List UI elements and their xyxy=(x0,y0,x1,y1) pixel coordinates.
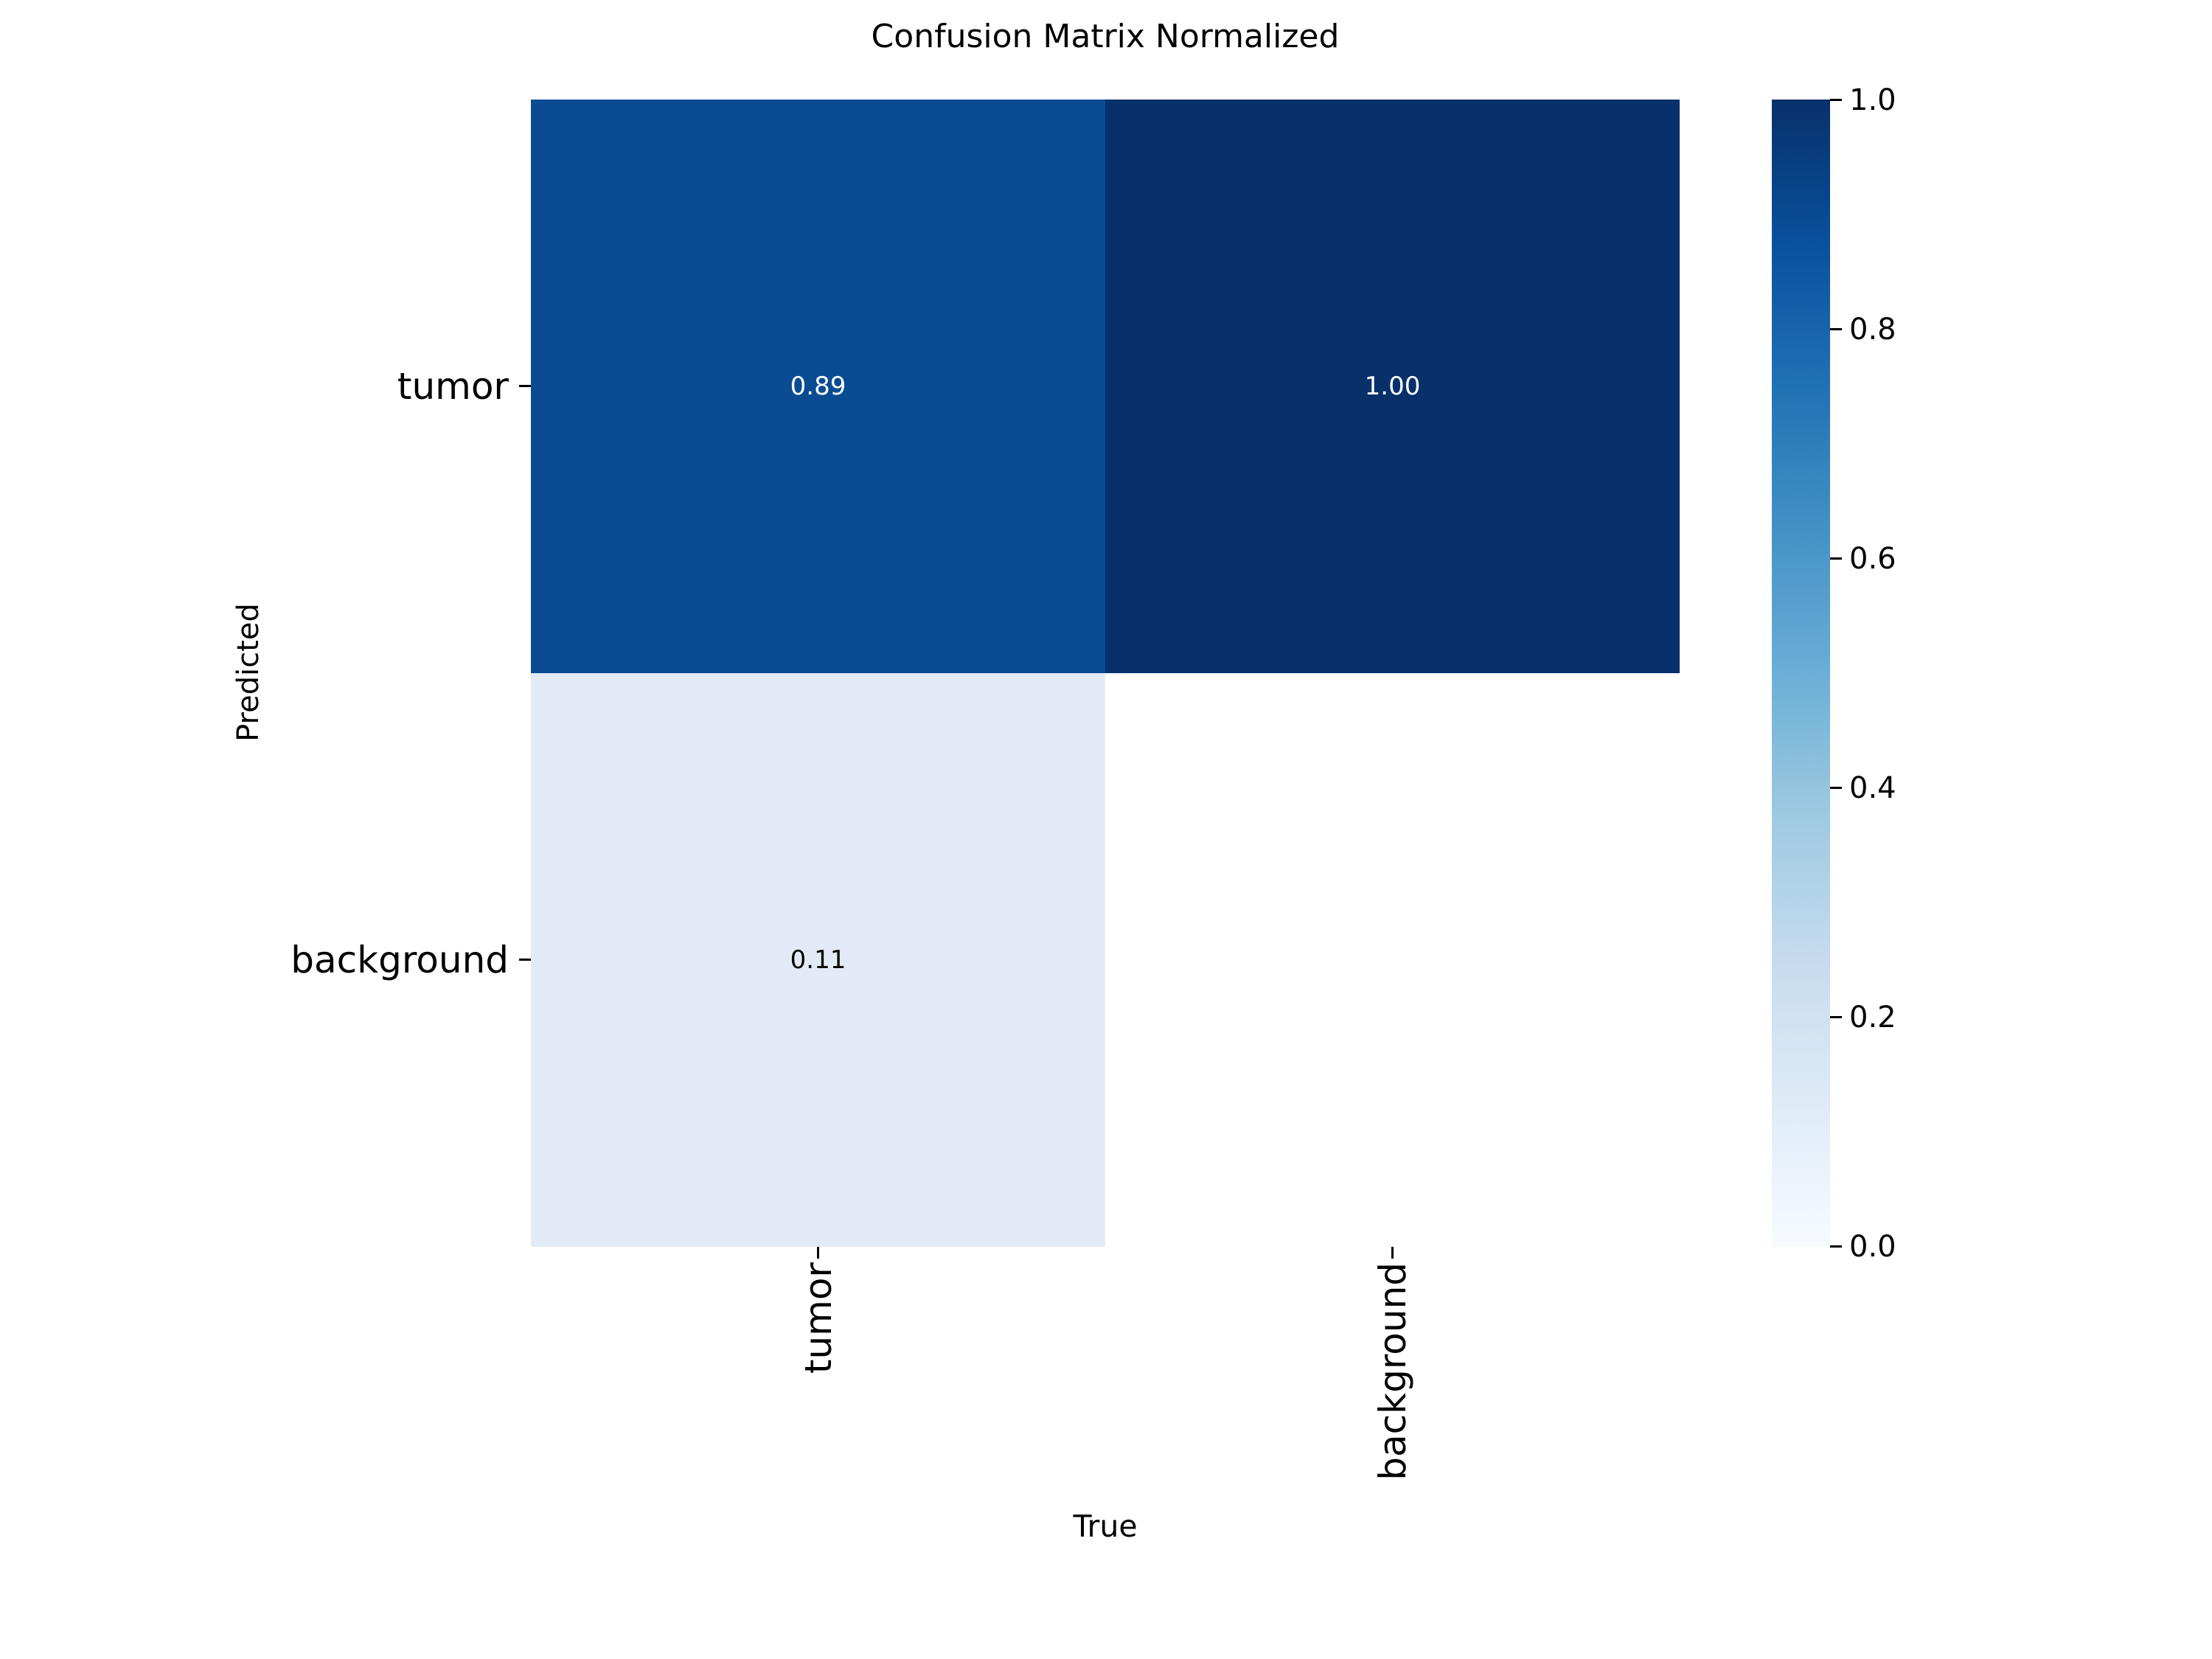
x-axis-label: True xyxy=(1073,1509,1138,1544)
x-tick-label-tumor: tumor xyxy=(797,1262,840,1374)
colorbar-tick-label: 0.8 xyxy=(1849,313,1896,347)
colorbar xyxy=(1772,100,1830,1247)
colorbar-tick-mark xyxy=(1830,328,1842,330)
colorbar-tick-mark xyxy=(1830,99,1842,101)
x-tick-mark-background xyxy=(1391,1247,1394,1259)
cell-annotation: 0.89 xyxy=(790,372,846,401)
x-tick-label-background: background xyxy=(1371,1262,1414,1481)
chart-title: Confusion Matrix Normalized xyxy=(871,18,1340,55)
heatmap-cell-pred-background-true-tumor: 0.11 xyxy=(531,673,1105,1247)
y-tick-label-background: background xyxy=(291,939,509,981)
y-tick-mark-tumor xyxy=(519,385,531,387)
colorbar-tick-mark xyxy=(1830,1245,1842,1248)
y-axis-label: Predicted xyxy=(232,603,265,742)
heatmap-cell-pred-background-true-background xyxy=(1105,673,1680,1247)
y-tick-mark-background xyxy=(519,959,531,961)
colorbar-tick-label: 0.6 xyxy=(1849,542,1896,576)
colorbar-tick-label: 0.0 xyxy=(1849,1230,1896,1264)
heatmap-cell-pred-tumor-true-background: 1.00 xyxy=(1105,100,1680,673)
colorbar-tick-mark xyxy=(1830,787,1842,789)
colorbar-tick-mark xyxy=(1830,1016,1842,1018)
colorbar-tick-label: 1.0 xyxy=(1849,83,1896,117)
cell-annotation: 0.11 xyxy=(790,945,846,975)
colorbar-tick-label: 0.4 xyxy=(1849,771,1896,805)
heatmap-cell-pred-tumor-true-tumor: 0.89 xyxy=(531,100,1105,673)
colorbar-tick-label: 0.2 xyxy=(1849,1001,1896,1034)
heatmap: 0.89 1.00 0.11 xyxy=(531,100,1680,1247)
cell-annotation: 1.00 xyxy=(1364,372,1421,401)
x-tick-mark-tumor xyxy=(817,1247,819,1259)
y-tick-label-tumor: tumor xyxy=(397,365,509,408)
colorbar-tick-mark xyxy=(1830,557,1842,560)
